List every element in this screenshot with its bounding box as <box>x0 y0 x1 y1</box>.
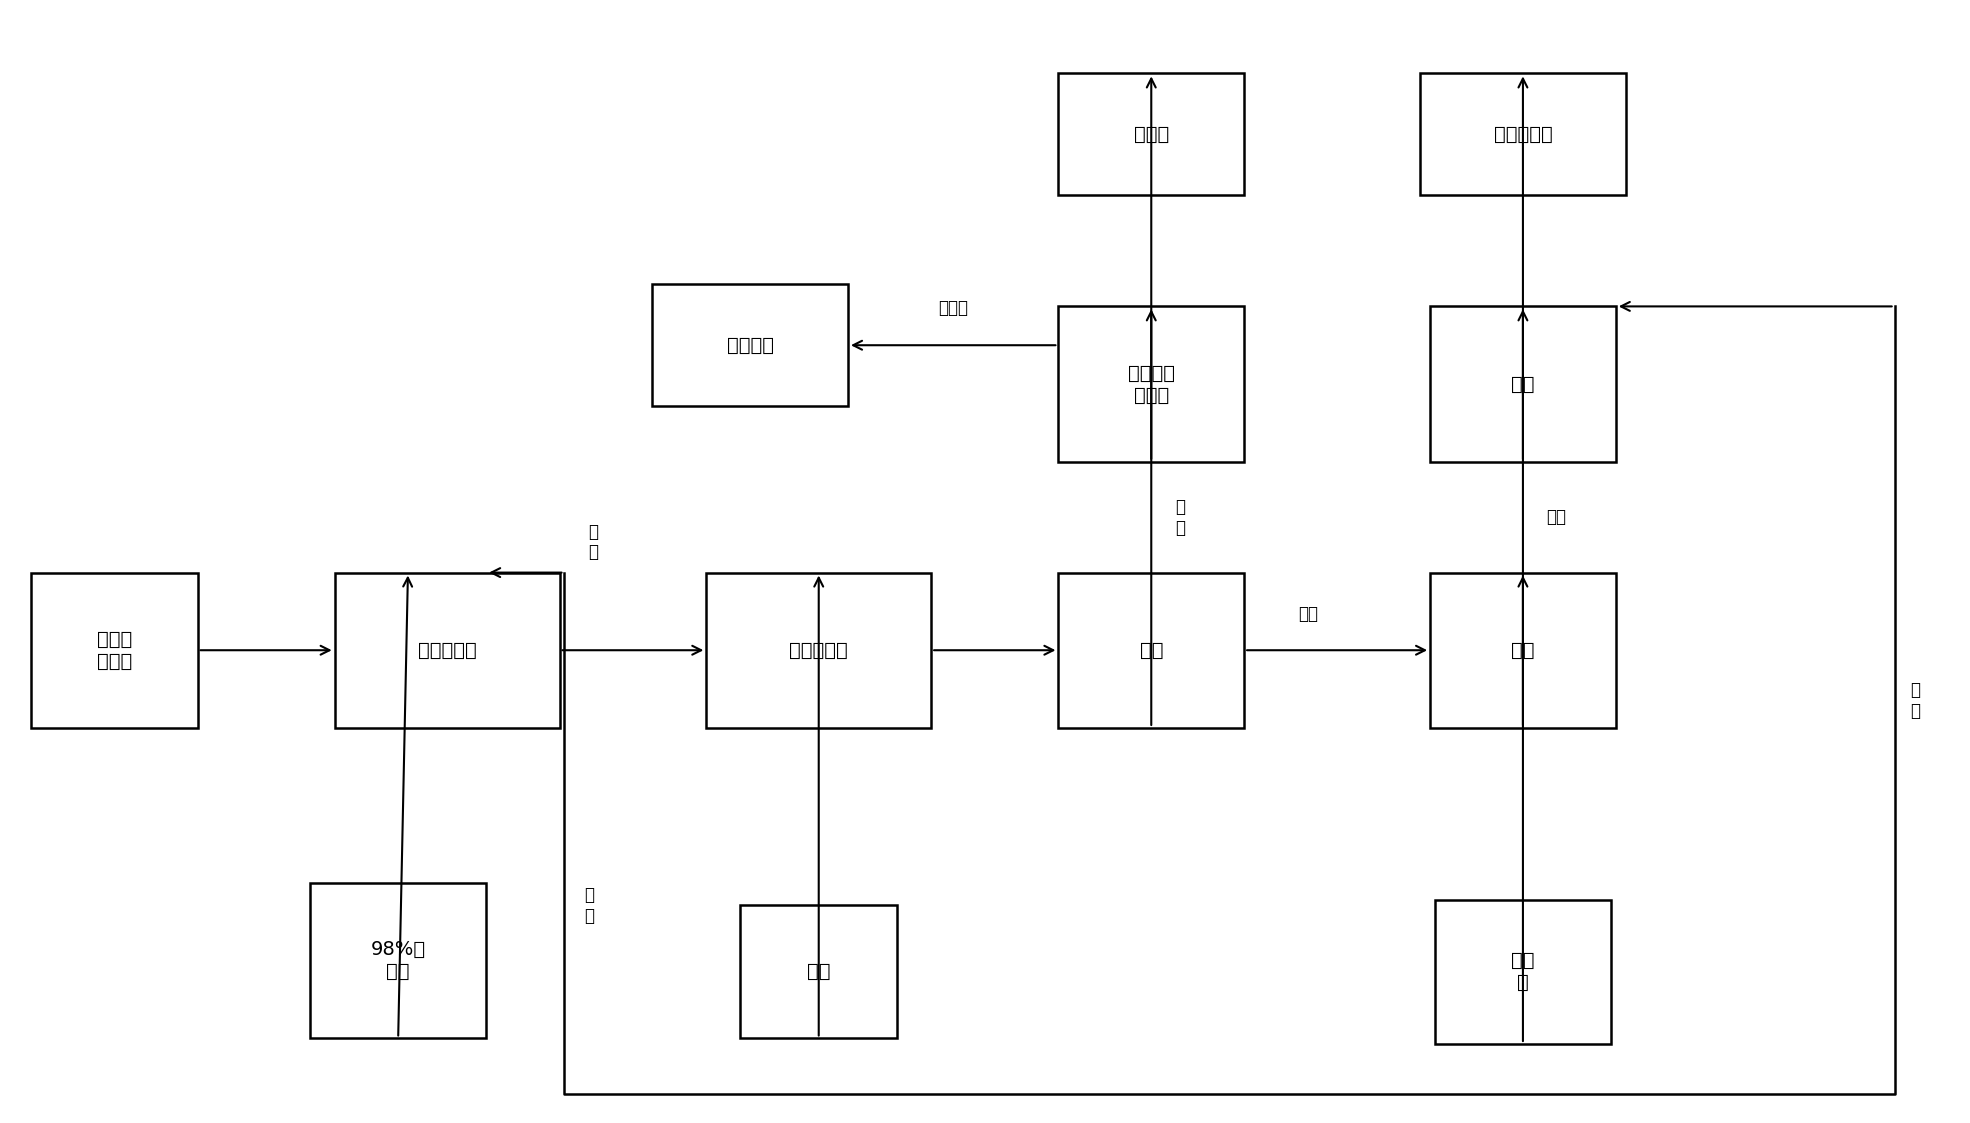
Text: 滤
液: 滤 液 <box>587 522 599 562</box>
Text: 酸脱反应池: 酸脱反应池 <box>418 641 477 659</box>
Bar <box>335 573 559 728</box>
Text: 硫酸铬镍: 硫酸铬镍 <box>727 336 774 355</box>
Bar <box>1058 573 1245 728</box>
Text: 压滤: 压滤 <box>1139 641 1162 659</box>
Text: 氨水: 氨水 <box>808 962 831 982</box>
Bar <box>309 883 487 1039</box>
Text: 再生液: 再生液 <box>938 300 967 318</box>
Bar <box>32 573 197 728</box>
Text: 硫酸铵: 硫酸铵 <box>1133 125 1168 144</box>
Bar <box>1434 900 1611 1044</box>
Text: 滤
液: 滤 液 <box>583 886 595 924</box>
Text: 滤
液: 滤 液 <box>1174 497 1184 537</box>
Bar <box>1058 73 1245 195</box>
Bar <box>1058 307 1245 462</box>
Text: 铁氧体
半成品: 铁氧体 半成品 <box>97 630 132 670</box>
Text: 滤饼: 滤饼 <box>1298 604 1318 622</box>
Text: 中和反应池: 中和反应池 <box>790 641 849 659</box>
Text: 洗涤: 洗涤 <box>1546 508 1566 527</box>
Text: 滤
液: 滤 液 <box>1911 681 1921 720</box>
Text: 98%浓
硫酸: 98%浓 硫酸 <box>370 940 426 982</box>
Text: 铁氧体成品: 铁氧体成品 <box>1493 125 1552 144</box>
Bar <box>707 573 932 728</box>
Bar <box>741 905 896 1039</box>
Text: 洗涤: 洗涤 <box>1511 641 1535 659</box>
Bar <box>1430 307 1615 462</box>
Text: 压滤: 压滤 <box>1511 375 1535 393</box>
Bar <box>1420 73 1625 195</box>
Text: 离子交换
一体机: 离子交换 一体机 <box>1127 364 1174 404</box>
Bar <box>652 284 847 407</box>
Text: 洗涤
水: 洗涤 水 <box>1511 951 1535 993</box>
Bar <box>1430 573 1615 728</box>
